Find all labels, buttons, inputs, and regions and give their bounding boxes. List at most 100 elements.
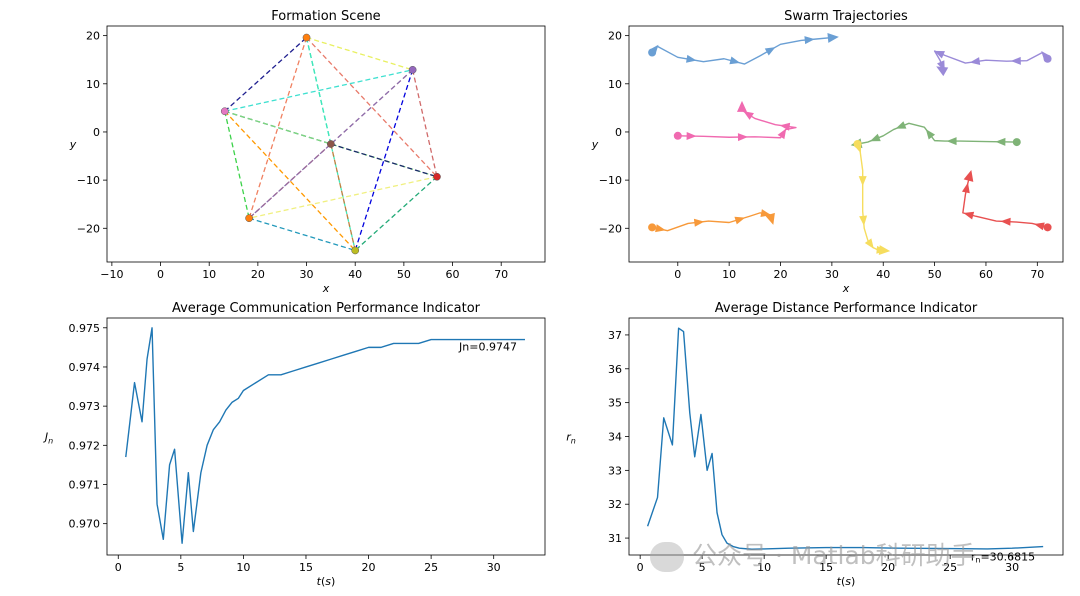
- x-tick-label: 25: [943, 561, 957, 574]
- y-tick-label: 0.973: [69, 400, 101, 413]
- trajectory-arrow: [779, 122, 791, 131]
- trajectory-arrow: [1000, 217, 1011, 226]
- x-tick-label: 40: [348, 268, 362, 281]
- formation-node: [302, 33, 311, 42]
- communication-panel: Average Communication Performance Indica…: [43, 301, 546, 588]
- formation-edge: [248, 217, 356, 252]
- x-tick-label: 0: [637, 561, 644, 574]
- trajectory-arrow: [777, 128, 787, 140]
- x-tick-label: 20: [251, 268, 265, 281]
- x-tick-label: 60: [446, 268, 460, 281]
- y-tick-label: −20: [599, 222, 622, 235]
- y-tick-label: −10: [77, 174, 100, 187]
- trajectory-arrow: [649, 44, 659, 55]
- y-tick-label: 32: [608, 498, 622, 511]
- formation-edge: [248, 69, 414, 219]
- distance-title: Average Distance Performance Indicator: [715, 301, 978, 316]
- formation-edge: [224, 111, 250, 219]
- x-tick-label: 30: [825, 268, 839, 281]
- x-tick-label: 15: [299, 561, 313, 574]
- watermark: 公众号 · Matlab科研助手: [650, 536, 976, 572]
- y-tick-label: 31: [608, 532, 622, 545]
- x-tick-label: 0: [674, 268, 681, 281]
- y-tick-label: 10: [86, 78, 100, 91]
- y-tick-label: 0: [93, 126, 100, 139]
- trajectory-arrow: [804, 36, 815, 45]
- y-tick-label: −10: [599, 174, 622, 187]
- trajectory-arrow: [853, 142, 862, 154]
- distance-plot-area: [646, 327, 1044, 550]
- trajectory-arrow: [858, 176, 867, 187]
- communication-xlabel: t(s): [317, 575, 336, 588]
- y-tick-label: 0.972: [69, 439, 101, 452]
- trajectory-arrow: [946, 137, 957, 146]
- x-tick-label: 20: [881, 561, 895, 574]
- trajectories-axes-frame: [628, 25, 1064, 263]
- trajectory-arrow: [737, 133, 748, 142]
- y-tick-label: 10: [608, 78, 622, 91]
- formation-plot-area: [220, 33, 441, 255]
- formation-edge: [224, 37, 307, 112]
- x-tick-label: 20: [774, 268, 788, 281]
- communication-axes-frame: [106, 317, 546, 556]
- trajectory-arrow: [925, 129, 936, 140]
- trajectory-arrow: [729, 56, 741, 65]
- formation-edge: [354, 176, 438, 251]
- formation-node: [351, 246, 360, 255]
- x-tick-label: 70: [1030, 268, 1044, 281]
- x-tick-label: 10: [757, 561, 771, 574]
- watermark-text: 公众号 · Matlab科研助手: [692, 541, 976, 570]
- x-tick-label: 25: [424, 561, 438, 574]
- trajectory-arrow: [734, 216, 746, 225]
- y-tick-label: 0: [615, 126, 622, 139]
- trajectory-arrow: [686, 131, 697, 140]
- communication-series-Jn: [125, 327, 525, 544]
- x-tick-label: 5: [699, 561, 706, 574]
- trajectories-panel: Swarm Trajectories 0 10 20 30 40 50 60 70 −20 −10 0…: [591, 9, 1064, 295]
- trajectory-arrow: [764, 47, 776, 56]
- trajectory-arrow: [864, 238, 874, 249]
- formation-edge: [305, 37, 356, 251]
- trajectory-arrow: [961, 182, 970, 194]
- trajectory-arrow: [995, 137, 1006, 146]
- formation-node: [433, 172, 441, 181]
- x-tick-label: 0: [157, 268, 164, 281]
- trajectory-arrow: [869, 133, 881, 142]
- formation-xlabel: x: [322, 282, 330, 295]
- y-tick-label: 0.970: [69, 518, 101, 531]
- x-tick-label: 30: [1005, 561, 1019, 574]
- trajectory-end-arrow: [765, 212, 775, 225]
- trajectory-end-arrow: [936, 66, 949, 77]
- y-tick-label: 0.974: [69, 361, 101, 374]
- x-tick-label: 0: [115, 561, 122, 574]
- formation-edge: [248, 143, 332, 219]
- trajectory-arrow: [1041, 50, 1051, 62]
- trajectory-arrow: [963, 211, 975, 220]
- y-tick-label: 36: [608, 363, 622, 376]
- formation-edge: [306, 36, 413, 71]
- trajectory-arrow: [859, 215, 868, 226]
- trajectories-plot-area: [648, 32, 1052, 256]
- x-tick-label: 70: [494, 268, 508, 281]
- trajectory-start-marker: [1012, 138, 1021, 147]
- y-tick-label: 33: [608, 464, 622, 477]
- x-tick-label: 20: [362, 561, 376, 574]
- trajectory-start-marker: [673, 131, 682, 140]
- x-tick-label: 30: [300, 268, 314, 281]
- distance-axes-frame: [628, 317, 1064, 556]
- formation-edge: [330, 143, 438, 178]
- x-tick-label: −10: [100, 268, 123, 281]
- x-tick-label: 50: [397, 268, 411, 281]
- distance-panel: Average Distance Performance Indicator 0 5…: [566, 301, 1064, 588]
- formation-node: [245, 214, 253, 223]
- x-tick-label: 5: [177, 561, 184, 574]
- formation-edge: [330, 143, 356, 251]
- formation-node: [220, 107, 229, 116]
- x-tick-label: 10: [202, 268, 216, 281]
- x-tick-label: 30: [487, 561, 501, 574]
- trajectory-end-arrow: [827, 32, 839, 43]
- formation-edge: [411, 69, 438, 177]
- x-tick-label: 10: [722, 268, 736, 281]
- y-tick-label: 37: [608, 329, 622, 342]
